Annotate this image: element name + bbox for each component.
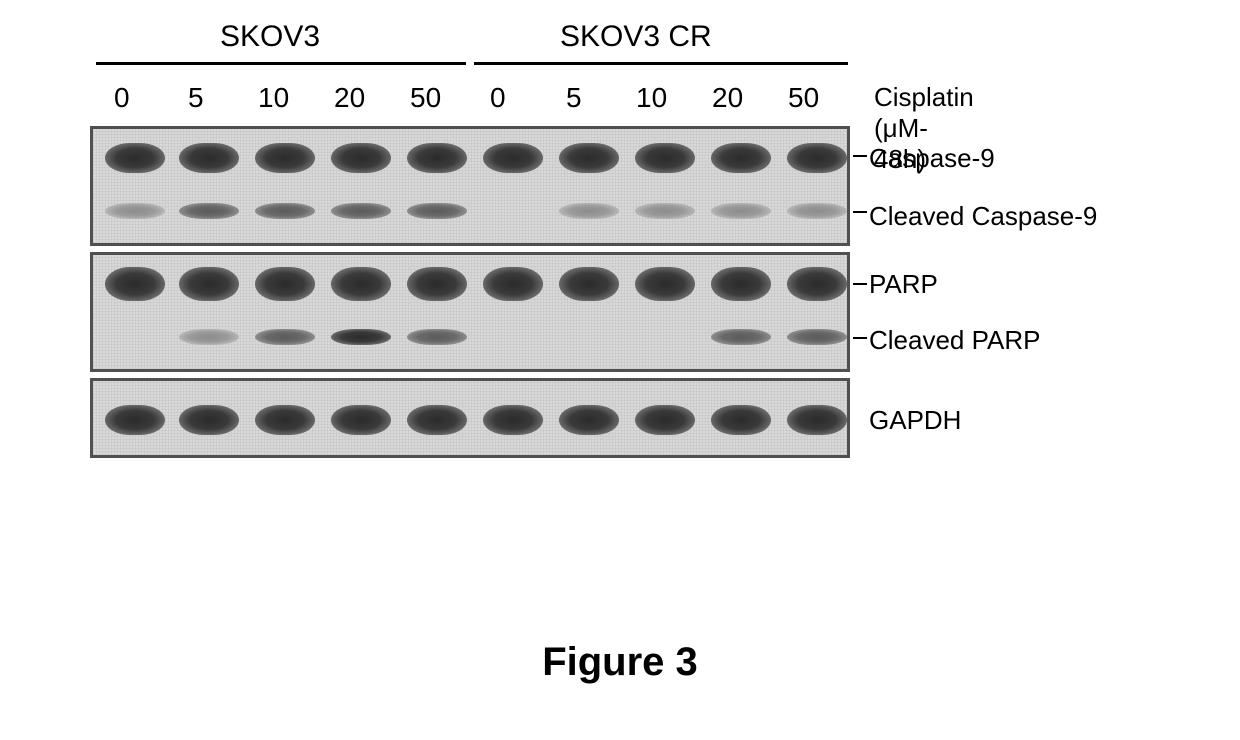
conc-9: 50 [788,82,819,114]
tick-caspase9 [853,155,867,157]
band [331,143,391,173]
band [407,143,467,173]
band [635,203,695,219]
conc-6: 5 [566,82,582,114]
band [407,203,467,219]
band [255,143,315,173]
band [559,405,619,435]
label-cleaved-parp: Cleaved PARP [869,325,1041,356]
conc-8: 20 [712,82,743,114]
band [787,143,847,173]
group-headers: SKOV3 SKOV3 CR [90,20,850,70]
tick-cleaved-caspase9 [853,211,867,213]
band [331,267,391,301]
group-rule-skov3 [96,62,466,65]
band [179,143,239,173]
western-blot-figure: SKOV3 SKOV3 CR 0 5 10 20 50 0 5 10 20 50… [90,20,850,458]
band [105,203,165,219]
band [105,143,165,173]
label-caspase9: Caspase-9 [869,143,995,174]
concentration-row: 0 5 10 20 50 0 5 10 20 50 Cisplatin (μM-… [90,78,850,122]
label-parp: PARP [869,269,938,300]
band [255,267,315,301]
band [483,267,543,301]
band [331,329,391,345]
tick-cleaved-parp [853,337,867,339]
band [179,203,239,219]
band [407,267,467,301]
tick-parp [853,283,867,285]
band [407,405,467,435]
band [711,329,771,345]
band [711,143,771,173]
conc-0: 0 [114,82,130,114]
band [483,143,543,173]
band [635,405,695,435]
conc-3: 20 [334,82,365,114]
band [635,267,695,301]
conc-7: 10 [636,82,667,114]
band [559,267,619,301]
band [255,203,315,219]
group-label-skov3cr: SKOV3 CR [560,20,712,54]
band [559,143,619,173]
blot-panel-parp: PARP Cleaved PARP [90,252,850,372]
conc-5: 0 [490,82,506,114]
figure-caption: Figure 3 [0,640,1240,685]
band [787,203,847,219]
conc-4: 50 [410,82,441,114]
band [787,329,847,345]
band [787,405,847,435]
band [331,203,391,219]
band [711,405,771,435]
band [711,267,771,301]
band [483,405,543,435]
band [255,405,315,435]
conc-1: 5 [188,82,204,114]
band [179,329,239,345]
band [407,329,467,345]
band [255,329,315,345]
conc-2: 10 [258,82,289,114]
blot-panel-caspase9: Caspase-9 Cleaved Caspase-9 [90,126,850,246]
band [787,267,847,301]
band [105,405,165,435]
band [331,405,391,435]
group-rule-skov3cr [474,62,848,65]
label-cleaved-caspase9: Cleaved Caspase-9 [869,201,1097,232]
group-label-skov3: SKOV3 [220,20,320,54]
band [179,405,239,435]
band [559,203,619,219]
band [179,267,239,301]
band [635,143,695,173]
blot-panel-gapdh: GAPDH [90,378,850,458]
band [711,203,771,219]
band [105,267,165,301]
label-gapdh: GAPDH [869,405,961,436]
